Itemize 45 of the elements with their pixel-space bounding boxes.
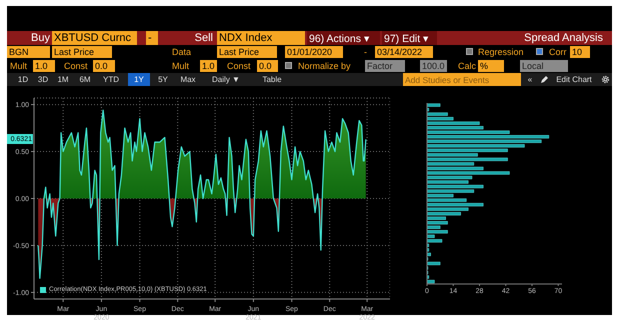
text: 1D	[16, 74, 30, 86]
text: NDX Index	[217, 31, 305, 45]
text: Normalize by	[297, 60, 352, 72]
text: Edit Chart	[555, 74, 593, 86]
text: 96) Actions ▾	[307, 31, 380, 45]
text: Calc	[457, 60, 478, 72]
text: 3D	[36, 74, 50, 86]
text: BGN	[7, 46, 50, 58]
text: Max	[179, 74, 197, 86]
text: Add Studies or Events	[403, 73, 521, 86]
text: Spread Analysis	[523, 31, 604, 45]
text: 100.0	[420, 60, 447, 72]
text: 5Y	[157, 74, 169, 86]
text: 1M	[56, 74, 70, 86]
text: -	[363, 46, 368, 58]
text: Last Price	[217, 46, 277, 58]
text: Sell	[194, 31, 214, 45]
text: 1.0	[33, 60, 55, 72]
text: Last Price	[52, 46, 112, 58]
text: YTD	[102, 74, 120, 86]
text: Buy	[30, 31, 51, 45]
text: 10	[570, 46, 590, 58]
text: Const	[63, 60, 89, 72]
text: «	[526, 74, 534, 86]
text: Local	[520, 60, 568, 72]
text: 01/01/2020	[285, 46, 343, 58]
text: 97) Edit ▾	[382, 31, 437, 45]
text: Daily ▼	[211, 74, 241, 86]
text: Table	[261, 74, 283, 86]
text: Data	[171, 46, 192, 58]
text: Corr	[548, 46, 568, 58]
text: Const	[226, 60, 252, 72]
text: Factor	[365, 60, 405, 72]
text: 0.0	[93, 60, 115, 72]
text: 6M	[78, 74, 92, 86]
text: XBTUSD Curnc	[52, 31, 137, 45]
text: 03/14/2022	[375, 46, 433, 58]
text: Mult	[9, 60, 28, 72]
text: -	[146, 31, 158, 45]
text: Mult	[171, 60, 190, 72]
text: Regression	[477, 46, 525, 58]
text: 0.0	[257, 60, 278, 72]
text: %	[478, 60, 504, 72]
text: 1Y	[128, 73, 150, 86]
text: 1.0	[200, 60, 217, 72]
